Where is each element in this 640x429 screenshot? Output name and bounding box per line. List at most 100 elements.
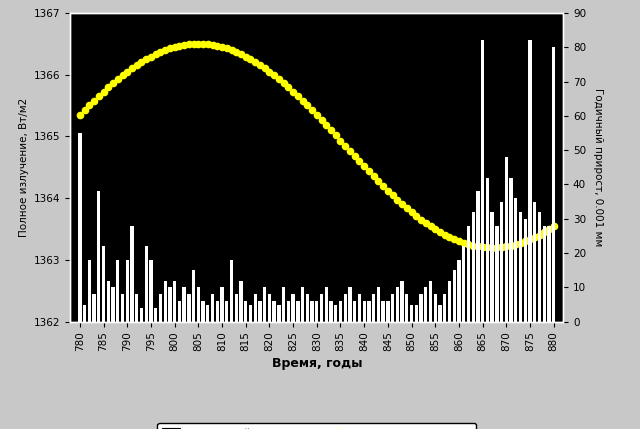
Bar — [452, 270, 456, 322]
Bar — [259, 301, 262, 322]
Bar — [182, 287, 186, 322]
Bar — [116, 260, 120, 322]
Bar — [481, 40, 484, 322]
Bar — [334, 305, 337, 322]
Bar — [249, 305, 252, 322]
Bar — [381, 301, 385, 322]
Bar — [83, 305, 86, 322]
Bar — [239, 281, 243, 322]
Bar — [320, 294, 323, 322]
Bar — [509, 178, 513, 322]
Bar — [135, 294, 138, 322]
Bar — [78, 133, 81, 322]
Bar — [396, 287, 399, 322]
Bar — [458, 260, 461, 322]
Bar — [467, 226, 470, 322]
Bar — [448, 281, 451, 322]
Bar — [301, 287, 304, 322]
Bar — [367, 301, 371, 322]
Bar — [216, 301, 219, 322]
Bar — [97, 191, 100, 322]
Bar — [419, 294, 422, 322]
Bar — [192, 270, 195, 322]
Bar — [88, 260, 91, 322]
Bar — [173, 281, 176, 322]
Bar — [372, 294, 375, 322]
Bar — [287, 301, 290, 322]
Bar — [163, 281, 167, 322]
Bar — [434, 294, 437, 322]
Bar — [429, 281, 432, 322]
Bar — [131, 226, 134, 322]
Bar — [533, 202, 536, 322]
Bar — [225, 301, 228, 322]
Bar — [125, 260, 129, 322]
Bar — [514, 198, 518, 322]
Bar — [178, 301, 181, 322]
Bar — [188, 294, 191, 322]
Bar — [291, 294, 295, 322]
Bar — [140, 308, 143, 322]
Bar — [315, 301, 319, 322]
Bar — [362, 301, 366, 322]
Bar — [529, 40, 532, 322]
Bar — [410, 305, 413, 322]
Y-axis label: Полное излучение, Вт/м2: Полное излучение, Вт/м2 — [19, 98, 29, 237]
Bar — [495, 226, 499, 322]
Bar — [159, 294, 162, 322]
Bar — [538, 212, 541, 322]
X-axis label: Время, годы: Время, годы — [271, 357, 362, 370]
Bar — [230, 260, 233, 322]
Bar — [505, 157, 508, 322]
Bar — [202, 301, 205, 322]
Bar — [145, 246, 148, 322]
Bar — [282, 287, 285, 322]
Bar — [401, 281, 404, 322]
Bar — [310, 301, 314, 322]
Bar — [462, 246, 465, 322]
Bar — [344, 294, 347, 322]
Bar — [121, 294, 124, 322]
Bar — [253, 294, 257, 322]
Bar — [500, 202, 503, 322]
Bar — [330, 301, 333, 322]
Bar — [168, 287, 172, 322]
Bar — [107, 281, 110, 322]
Bar — [324, 287, 328, 322]
Bar — [235, 294, 238, 322]
Bar — [306, 294, 309, 322]
Bar — [377, 287, 380, 322]
Bar — [519, 212, 522, 322]
Bar — [386, 301, 390, 322]
Bar — [277, 305, 280, 322]
Bar — [490, 212, 494, 322]
Bar — [102, 246, 105, 322]
Y-axis label: Годичный прирост, 0.001 мм: Годичный прирост, 0.001 мм — [593, 88, 603, 246]
Bar — [415, 305, 418, 322]
Bar — [424, 287, 428, 322]
Bar — [552, 47, 556, 322]
Bar — [111, 287, 115, 322]
Bar — [268, 294, 271, 322]
Bar — [154, 308, 157, 322]
Bar — [547, 226, 550, 322]
Bar — [391, 294, 394, 322]
Bar — [244, 301, 248, 322]
Bar — [92, 294, 96, 322]
Bar — [196, 287, 200, 322]
Bar — [486, 178, 489, 322]
Bar — [206, 305, 209, 322]
Bar — [263, 287, 266, 322]
Bar — [339, 301, 342, 322]
Legend: Годичный прирост, Полное излучение: Годичный прирост, Полное излучение — [157, 423, 476, 429]
Bar — [438, 305, 442, 322]
Bar — [211, 294, 214, 322]
Bar — [348, 287, 351, 322]
Bar — [149, 260, 152, 322]
Bar — [472, 212, 475, 322]
Bar — [296, 301, 300, 322]
Bar — [220, 287, 224, 322]
Bar — [358, 294, 361, 322]
Bar — [405, 294, 408, 322]
Bar — [273, 301, 276, 322]
